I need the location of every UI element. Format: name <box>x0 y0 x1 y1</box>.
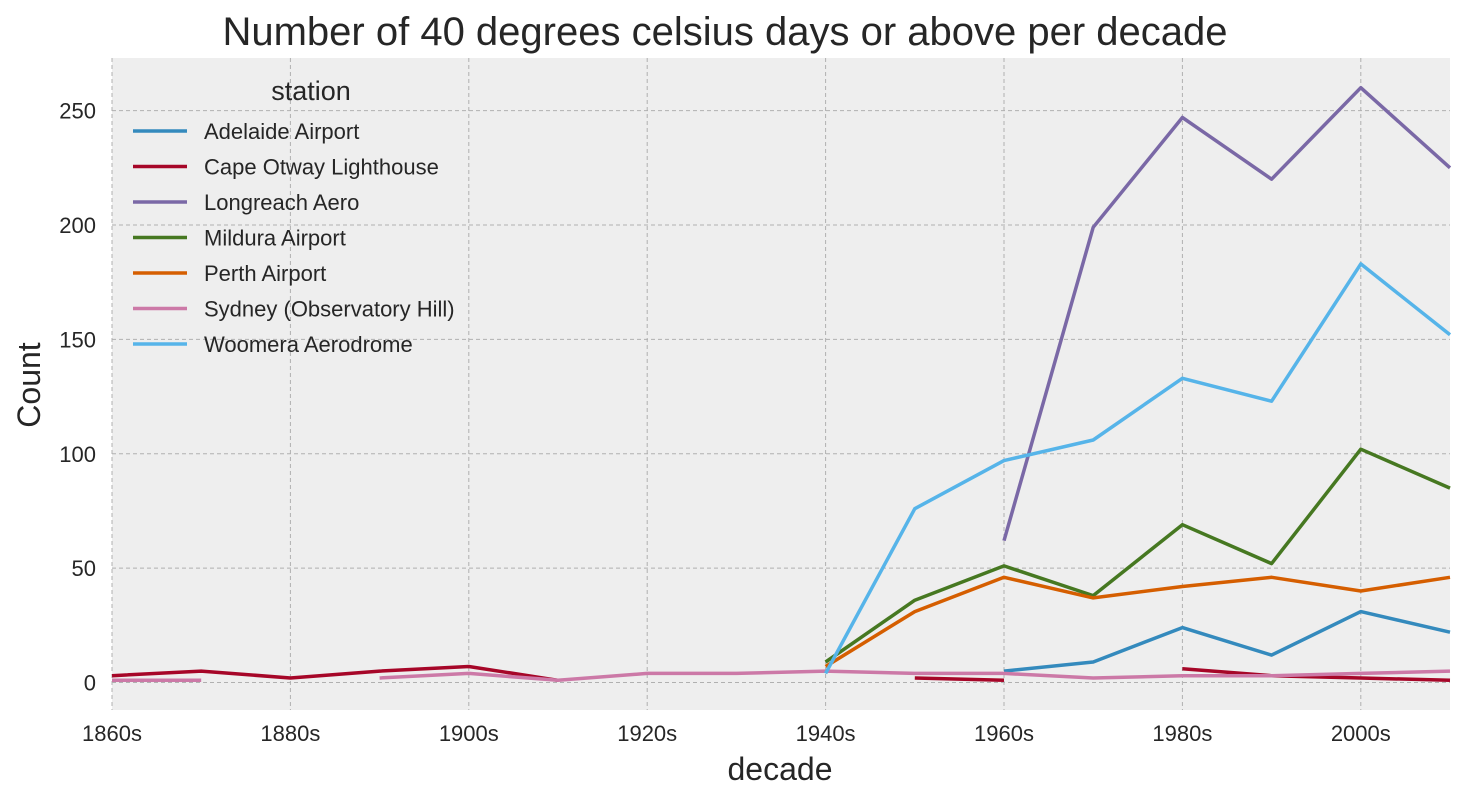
series-line-4 <box>824 575 1451 668</box>
chart-title: Number of 40 degrees celsius days or abo… <box>222 10 1227 54</box>
y-tick-label: 150 <box>59 327 96 352</box>
legend-title: station <box>271 76 351 106</box>
y-axis-label: Count <box>11 342 47 428</box>
legend-entry: Sydney (Observatory Hill) <box>204 297 455 322</box>
x-axis-ticks: 1860s 1880s 1900s 1920s 1940s 1960s 1980s 2000s <box>82 721 1391 746</box>
x-tick-label: 1920s <box>617 721 677 746</box>
series-line-5 <box>112 669 1451 683</box>
legend-entry: Adelaide Airport <box>204 119 359 144</box>
y-tick-label: 50 <box>72 556 96 581</box>
legend-entry: Mildura Airport <box>204 226 346 251</box>
x-tick-label: 2000s <box>1331 721 1391 746</box>
series-line-3 <box>824 447 1451 664</box>
series-line-1 <box>111 664 1451 683</box>
x-axis-label: decade <box>728 751 833 787</box>
y-tick-label: 200 <box>59 213 96 238</box>
x-tick-label: 1940s <box>796 721 856 746</box>
series-line-2 <box>1002 85 1452 542</box>
legend-entry: Cape Otway Lighthouse <box>204 155 439 180</box>
y-tick-label: 250 <box>59 99 96 124</box>
grid <box>111 58 1450 710</box>
x-tick-label: 1960s <box>974 721 1034 746</box>
legend: station Adelaide Airport Cape Otway Light… <box>133 76 455 357</box>
x-tick-label: 1860s <box>82 721 142 746</box>
x-tick-label: 1880s <box>260 721 320 746</box>
y-tick-label: 0 <box>84 671 96 696</box>
x-tick-label: 1900s <box>439 721 499 746</box>
x-tick-label: 1980s <box>1152 721 1212 746</box>
y-axis-ticks: 0 50 100 150 200 250 <box>59 99 96 696</box>
plot-area <box>112 58 1450 710</box>
legend-entry: Woomera Aerodrome <box>204 332 413 357</box>
series-line-0 <box>1003 609 1451 673</box>
legend-entry: Longreach Aero <box>204 190 359 215</box>
y-tick-label: 100 <box>59 442 96 467</box>
legend-entry: Perth Airport <box>204 261 326 286</box>
series-line-6 <box>824 262 1452 675</box>
series-lines <box>111 85 1452 683</box>
